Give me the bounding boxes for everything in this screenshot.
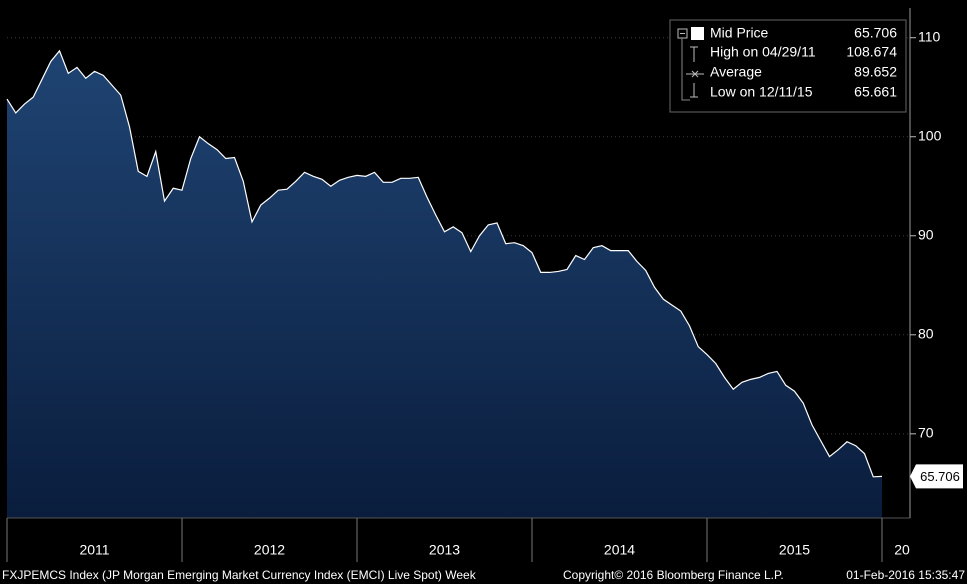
footer-right: 01-Feb-2016 15:35:47 [846,568,965,582]
legend-label: High on 04/29/11 [710,44,816,60]
legend-box [669,19,907,113]
legend: Mid Price 65.706 High on 04/29/11 108.674 Av… [669,19,907,113]
legend-swatch [691,27,704,40]
x-tick-label: 2013 [429,542,460,558]
x-tick-label: 2015 [779,542,810,558]
footer-left: FXJPEMCS Index (JP Morgan Emerging Marke… [2,568,477,582]
legend-value: 89.652 [854,64,897,80]
y-tick-label: 80 [918,325,934,341]
legend-label: Low on 12/11/15 [710,84,813,100]
line [6,49,883,478]
x-tick-label: 20 [894,542,910,558]
legend-value: 108.674 [846,44,897,60]
legend-label: Mid Price [710,25,769,41]
footer-center: Copyright© 2016 Bloomberg Finance L.P. [563,568,784,582]
y-tick-label: 70 [918,425,934,441]
legend-average-icon [686,70,704,78]
y-tick-label: 90 [918,226,934,242]
y-tick-label: 110 [918,28,941,44]
x-tick-label: 2012 [254,542,285,558]
legend-value: 65.706 [854,25,897,41]
y-tick-label: 100 [918,127,942,143]
last-value-flag: 65.706 [910,464,963,489]
area [7,50,882,519]
x-tick-label: 2011 [79,542,109,558]
legend-label: Average [710,64,762,80]
legend-value: 65.661 [854,84,897,100]
flag-box [910,464,963,489]
x-tick-label: 2014 [604,542,635,558]
legend-low-icon [690,83,698,98]
legend-high-icon [690,46,698,62]
x-axis: 2011 2012 2013 2014 2015 20 [6,518,910,562]
flag-value: 65.706 [920,469,960,484]
legend-tree [681,38,690,101]
